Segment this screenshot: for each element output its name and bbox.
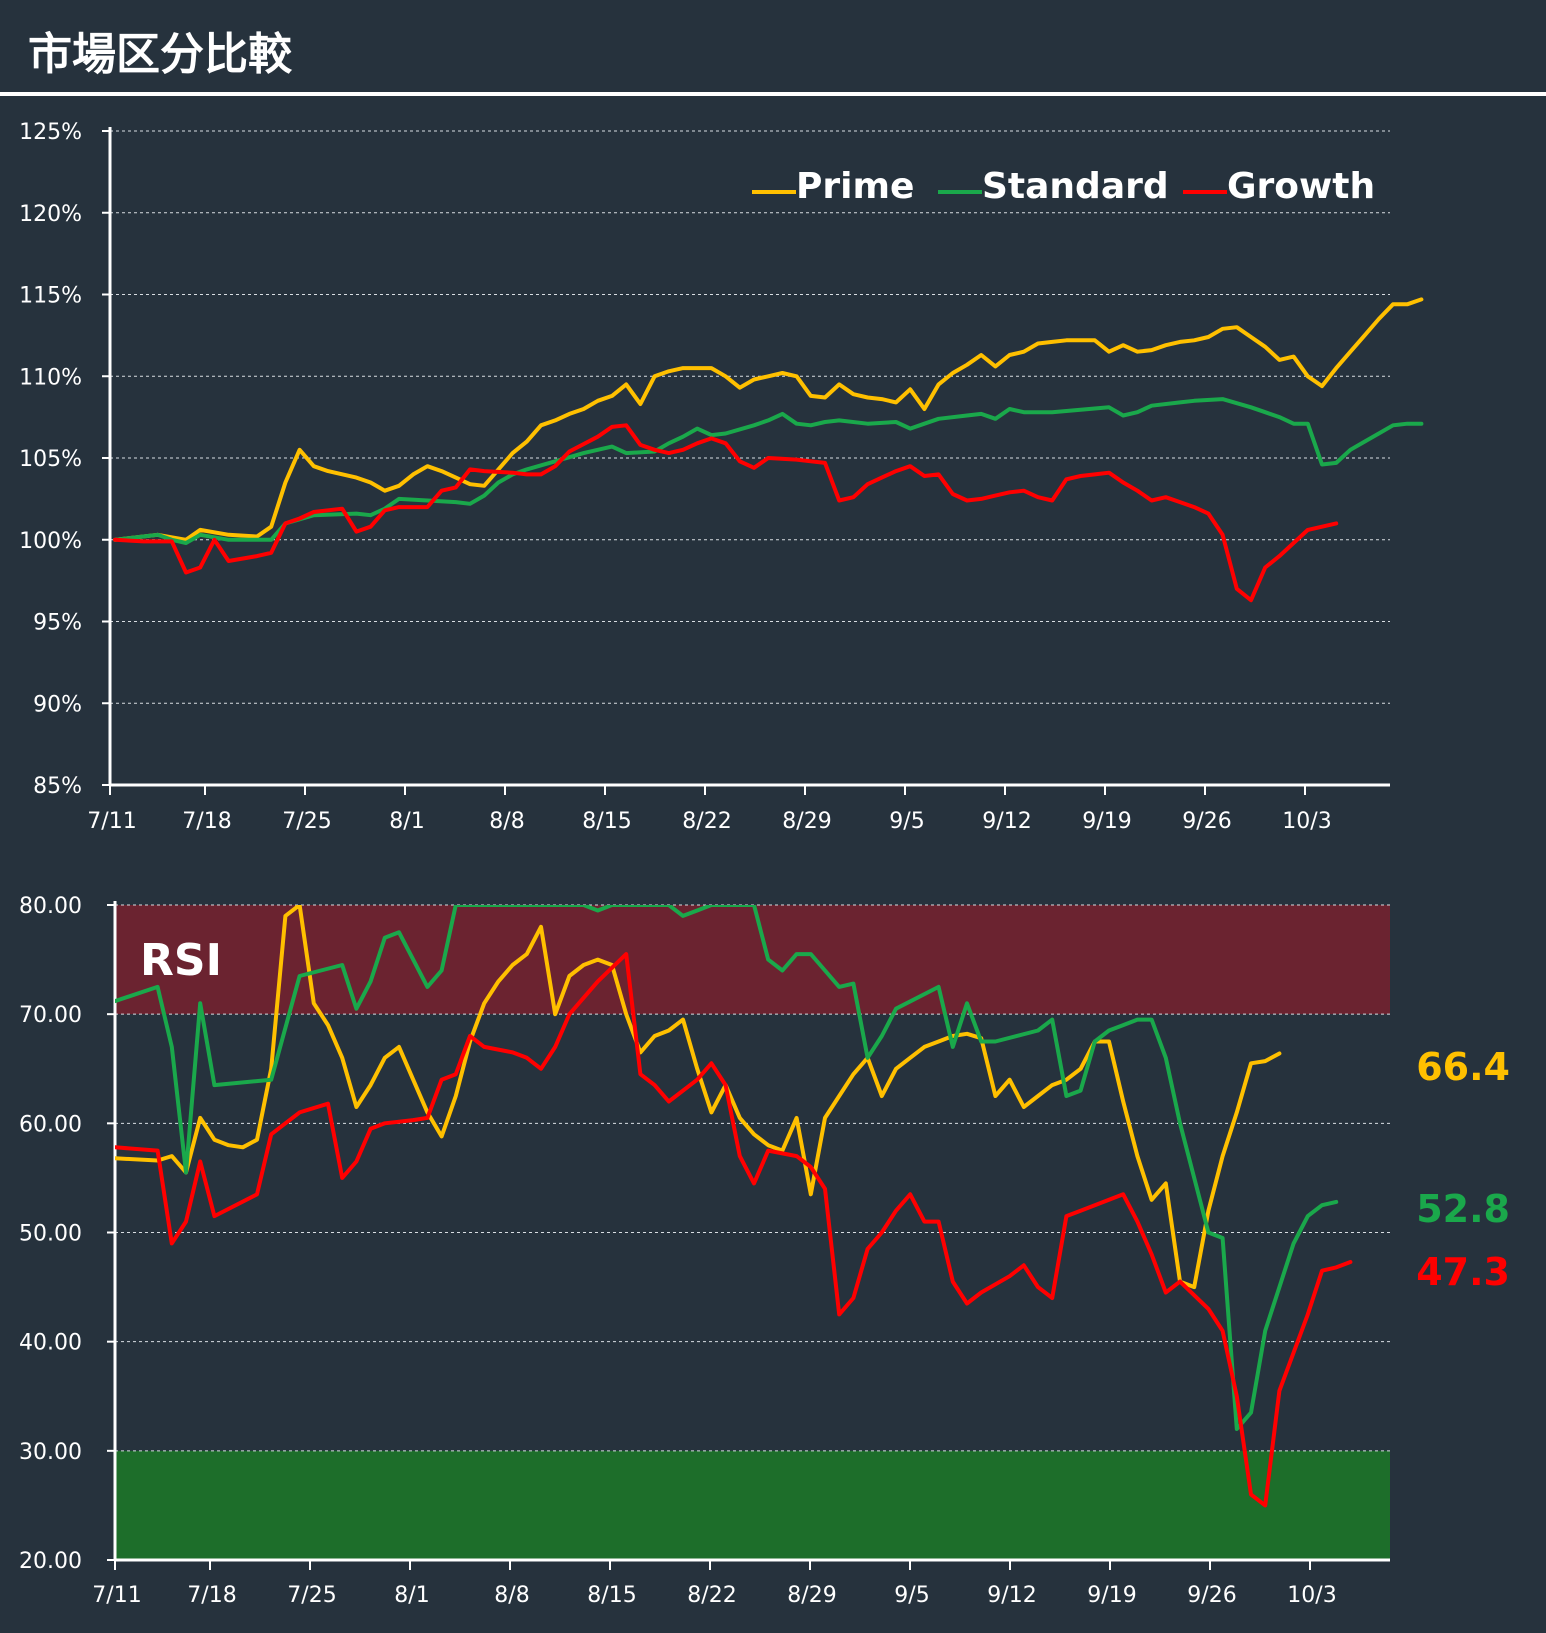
legend-label-prime: Prime [796, 166, 914, 207]
y-tick-label: 20.00 [19, 1549, 82, 1574]
rsi-chart-x-ticks: 7/11 7/18 7/25 8/1 8/8 8/15 8/22 8/29 9/5 9/12 9/1… [92, 1583, 1336, 1608]
y-tick-label: 60.00 [19, 1112, 82, 1137]
x-tick-label: 9/5 [894, 1583, 929, 1608]
rsi-chart-bands [115, 905, 1390, 1560]
x-tick-label: 8/1 [389, 809, 424, 834]
x-tick-label: 8/1 [394, 1583, 429, 1608]
x-tick-label: 8/15 [587, 1583, 636, 1608]
x-tick-label: 7/18 [187, 1583, 236, 1608]
price-chart-series [113, 297, 1424, 603]
rsi-band-overbought [115, 905, 1390, 1015]
title-divider [0, 92, 1546, 96]
x-tick-label: 9/19 [1082, 809, 1131, 834]
series-line-growth [115, 952, 1353, 1508]
x-tick-label: 9/19 [1087, 1583, 1136, 1608]
y-tick-label: 105% [19, 447, 82, 472]
x-tick-label: 9/5 [889, 809, 924, 834]
y-tick-label: 30.00 [19, 1440, 82, 1465]
legend-label-growth: Growth [1227, 166, 1375, 207]
x-tick-label: 8/8 [494, 1583, 529, 1608]
x-tick-label: 8/22 [682, 809, 731, 834]
x-tick-label: 8/29 [787, 1583, 836, 1608]
price-chart-y-ticks: 125% 120% 115% 110% 105% 100% 95% 90% 85% [19, 120, 82, 799]
x-tick-label: 7/25 [287, 1583, 336, 1608]
price-chart-legend: Prime Standard Growth [752, 166, 1375, 207]
x-tick-label: 9/12 [982, 809, 1031, 834]
y-tick-label: 85% [33, 774, 82, 799]
y-tick-label: 95% [33, 611, 82, 636]
series-line-standard [113, 397, 1424, 545]
rsi-band-oversold [115, 1450, 1390, 1560]
x-tick-label: 10/3 [1282, 809, 1331, 834]
x-tick-label: 8/29 [782, 809, 831, 834]
y-tick-label: 125% [19, 120, 82, 145]
x-tick-label: 9/12 [987, 1583, 1036, 1608]
y-tick-label: 100% [19, 529, 82, 554]
end-label-standard: 52.8 [1416, 1187, 1510, 1231]
y-tick-label: 115% [19, 284, 82, 309]
x-tick-label: 7/25 [282, 809, 331, 834]
page-title: 市場区分比較 [28, 29, 292, 80]
x-tick-label: 8/22 [687, 1583, 736, 1608]
end-label-growth: 47.3 [1416, 1250, 1510, 1294]
y-tick-label: 110% [19, 365, 82, 390]
price-chart-axes [102, 127, 1390, 795]
price-chart-x-ticks: 7/11 7/18 7/25 8/1 8/8 8/15 8/22 8/29 9/5 9/12 9/1… [87, 809, 1331, 834]
y-tick-label: 90% [33, 692, 82, 717]
price-chart-gridlines [110, 130, 1390, 704]
legend-label-standard: Standard [982, 166, 1169, 207]
y-tick-label: 120% [19, 202, 82, 227]
x-tick-label: 7/11 [87, 809, 136, 834]
rsi-chart-title: RSI [140, 935, 222, 986]
rsi-chart-axes [107, 901, 1390, 1570]
x-tick-label: 9/26 [1182, 809, 1231, 834]
x-tick-label: 8/8 [489, 809, 524, 834]
x-tick-label: 7/18 [182, 809, 231, 834]
x-tick-label: 10/3 [1287, 1583, 1336, 1608]
rsi-chart-series [115, 905, 1353, 1508]
x-tick-label: 7/11 [92, 1583, 141, 1608]
x-tick-label: 8/15 [582, 809, 631, 834]
end-label-prime: 66.4 [1416, 1045, 1510, 1089]
y-tick-label: 40.00 [19, 1331, 82, 1356]
rsi-chart-y-ticks: 80.00 70.00 60.00 50.00 40.00 30.00 20.00 [19, 894, 82, 1574]
series-line-prime [115, 905, 1282, 1290]
series-line-standard [115, 905, 1339, 1431]
x-tick-label: 9/26 [1187, 1583, 1236, 1608]
series-line-growth [113, 423, 1339, 603]
rsi-end-labels: 66.4 52.8 47.3 [1416, 1045, 1510, 1294]
series-line-prime [113, 297, 1424, 542]
y-tick-label: 80.00 [19, 894, 82, 919]
y-tick-label: 50.00 [19, 1222, 82, 1247]
y-tick-label: 70.00 [19, 1003, 82, 1028]
